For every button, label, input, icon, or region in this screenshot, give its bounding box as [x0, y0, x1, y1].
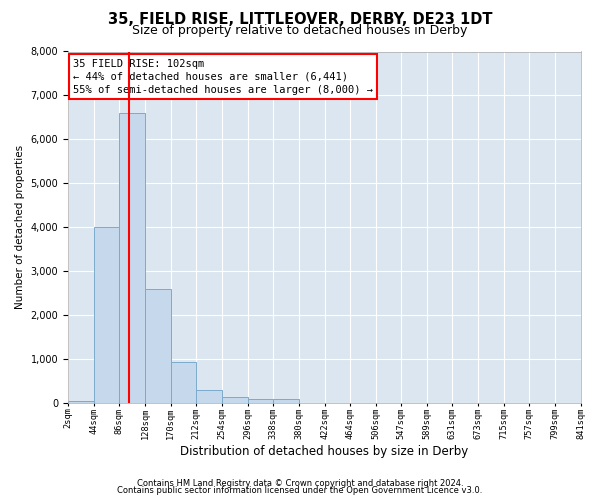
- Text: 35 FIELD RISE: 102sqm
← 44% of detached houses are smaller (6,441)
55% of semi-d: 35 FIELD RISE: 102sqm ← 44% of detached …: [73, 58, 373, 95]
- Bar: [222, 396, 248, 404]
- Text: Contains HM Land Registry data © Crown copyright and database right 2024.: Contains HM Land Registry data © Crown c…: [137, 478, 463, 488]
- X-axis label: Distribution of detached houses by size in Derby: Distribution of detached houses by size …: [180, 444, 469, 458]
- Bar: [196, 390, 222, 404]
- Y-axis label: Number of detached properties: Number of detached properties: [15, 146, 25, 310]
- Bar: [94, 228, 119, 404]
- Bar: [248, 399, 273, 404]
- Bar: [119, 113, 145, 404]
- Text: Size of property relative to detached houses in Derby: Size of property relative to detached ho…: [133, 24, 467, 37]
- Bar: [145, 289, 170, 404]
- Text: Contains public sector information licensed under the Open Government Licence v3: Contains public sector information licen…: [118, 486, 482, 495]
- Bar: [170, 362, 196, 404]
- Bar: [68, 401, 94, 404]
- Bar: [273, 399, 299, 404]
- Text: 35, FIELD RISE, LITTLEOVER, DERBY, DE23 1DT: 35, FIELD RISE, LITTLEOVER, DERBY, DE23 …: [108, 12, 492, 28]
